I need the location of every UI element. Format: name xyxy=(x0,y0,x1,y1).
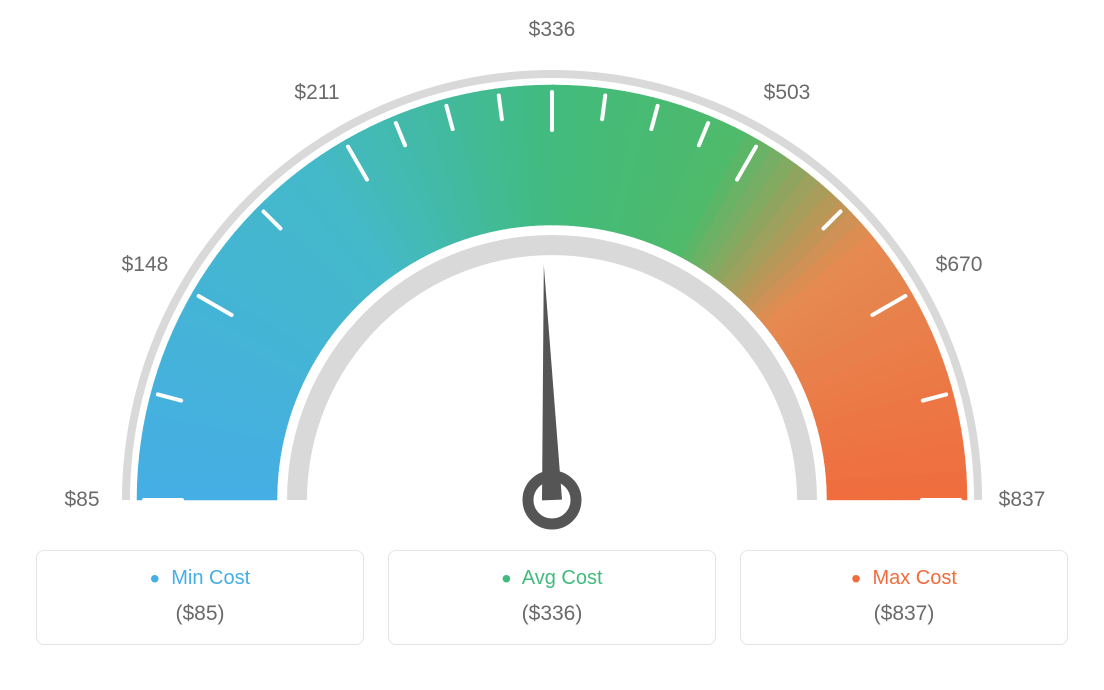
legend-card-avg: • Avg Cost ($336) xyxy=(388,550,716,645)
legend-value-avg: ($336) xyxy=(399,602,705,626)
legend-label: Avg Cost xyxy=(522,567,603,589)
legend-label: Max Cost xyxy=(872,567,956,589)
gauge-tick-label: $85 xyxy=(64,488,99,512)
gauge-tick-label: $336 xyxy=(529,18,576,42)
gauge-chart: $85 $148 $211 $336 $503 $670 $837 xyxy=(0,0,1104,540)
gauge-tick-label: $670 xyxy=(936,253,983,277)
legend-value-max: ($837) xyxy=(751,602,1057,626)
gauge-tick-label: $837 xyxy=(999,488,1046,512)
gauge-tick-label: $148 xyxy=(122,253,169,277)
legend-card-min: • Min Cost ($85) xyxy=(36,550,364,645)
legend-title-min: • Min Cost xyxy=(47,567,353,590)
legend-label: Min Cost xyxy=(171,567,250,589)
legend-title-max: • Max Cost xyxy=(751,567,1057,590)
legend-row: • Min Cost ($85) • Avg Cost ($336) • Max… xyxy=(0,550,1104,645)
dot-icon: • xyxy=(150,563,160,594)
legend-title-avg: • Avg Cost xyxy=(399,567,705,590)
dot-icon: • xyxy=(851,563,861,594)
gauge-tick-label: $503 xyxy=(764,81,811,105)
legend-card-max: • Max Cost ($837) xyxy=(740,550,1068,645)
legend-value-min: ($85) xyxy=(47,602,353,626)
dot-icon: • xyxy=(501,563,511,594)
gauge-tick-label: $211 xyxy=(294,81,339,105)
